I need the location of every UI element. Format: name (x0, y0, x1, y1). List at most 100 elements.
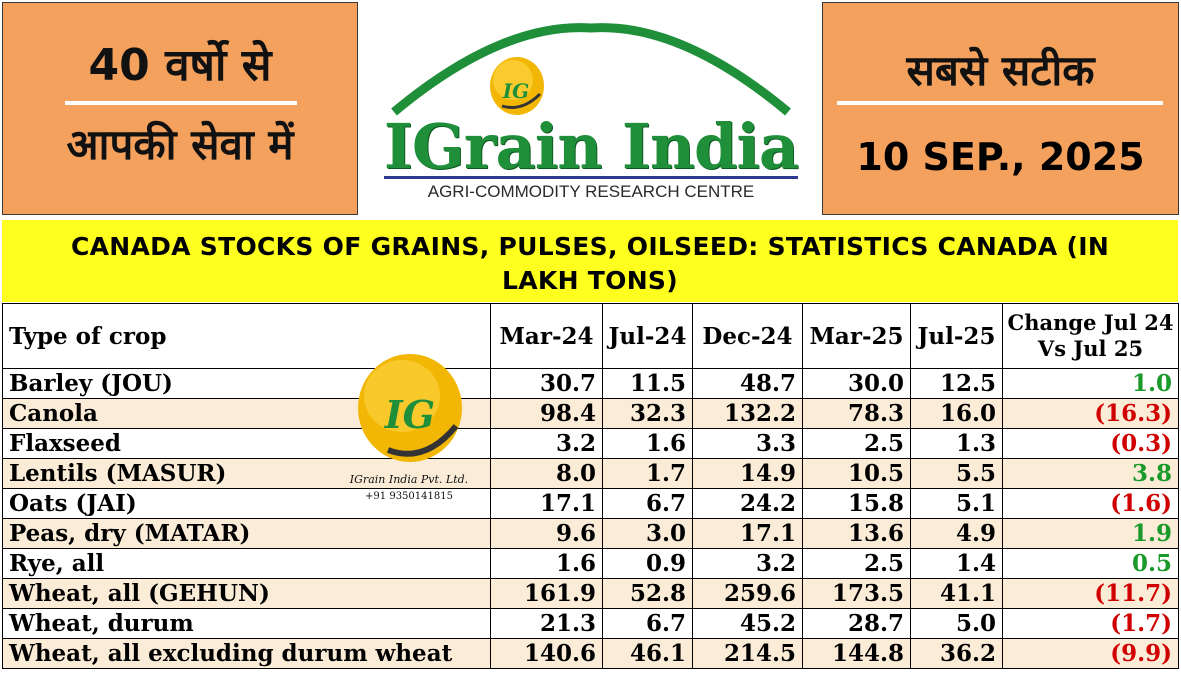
column-header-jul25: Jul-25 (910, 303, 1003, 369)
value-cell: 32.3 (602, 398, 693, 429)
value-cell: 161.9 (490, 578, 603, 609)
change-cell: 1.9 (1002, 518, 1179, 549)
crop-name-cell: Oats (JAI) (2, 488, 491, 519)
value-cell: 45.2 (692, 608, 803, 639)
table-row: Canola 98.4 32.3 132.2 78.3 16.0 (16.3) (2, 398, 1179, 429)
value-cell: 17.1 (490, 488, 603, 519)
brand-underline (384, 176, 798, 179)
grain-badge-icon: IG (490, 57, 544, 115)
value-cell: 3.2 (490, 428, 603, 459)
right-divider (837, 101, 1163, 105)
value-cell: 6.7 (602, 488, 693, 519)
value-cell: 9.6 (490, 518, 603, 549)
value-cell: 2.5 (802, 428, 911, 459)
change-cell: 3.8 (1002, 458, 1179, 489)
header-right-panel: सबसे सटीक 10 SEP., 2025 (822, 2, 1179, 215)
value-cell: 10.5 (802, 458, 911, 489)
change-cell: 0.5 (1002, 548, 1179, 579)
value-cell: 140.6 (490, 638, 603, 669)
value-cell: 12.5 (910, 368, 1003, 399)
value-cell: 52.8 (602, 578, 693, 609)
table-row: Wheat, durum 21.3 6.7 45.2 28.7 5.0 (1.7) (2, 608, 1179, 639)
logo-arc-icon: IG (391, 23, 791, 116)
table-row: Wheat, all excluding durum wheat 140.6 46.… (2, 638, 1179, 669)
service-tagline: आपकी सेवा में (66, 120, 294, 169)
value-cell: 30.7 (490, 368, 603, 399)
table-row: Lentils (MASUR) 8.0 1.7 14.9 10.5 5.5 3.8 (2, 458, 1179, 489)
crop-name-cell: Lentils (MASUR) (2, 458, 491, 489)
change-cell: (1.7) (1002, 608, 1179, 639)
value-cell: 5.5 (910, 458, 1003, 489)
report-title: CANADA STOCKS OF GRAINS, PULSES, OILSEED… (2, 220, 1178, 302)
value-cell: 1.6 (490, 548, 603, 579)
value-cell: 4.9 (910, 518, 1003, 549)
accuracy-tagline: सबसे सटीक (906, 46, 1095, 95)
logo-badge-text: IG (502, 79, 529, 103)
value-cell: 78.3 (802, 398, 911, 429)
watermark-phone: +91 9350141815 (365, 491, 453, 502)
value-cell: 1.4 (910, 548, 1003, 579)
table-header-row: Type of crop Mar-24 Jul-24 Dec-24 Mar-25… (2, 303, 1179, 369)
value-cell: 0.9 (602, 548, 693, 579)
change-cell: 1.0 (1002, 368, 1179, 399)
value-cell: 28.7 (802, 608, 911, 639)
report-date: 10 SEP., 2025 (856, 135, 1145, 179)
table-row: Oats (JAI) 17.1 6.7 24.2 15.8 5.1 (1.6) (2, 488, 1179, 519)
table-body: Barley (JOU) 30.7 11.5 48.7 30.0 12.5 1.0 Canol… (2, 368, 1179, 669)
value-cell: 5.1 (910, 488, 1003, 519)
value-cell: 2.5 (802, 548, 911, 579)
column-header-change: Change Jul 24 Vs Jul 25 (1002, 303, 1179, 369)
watermark-logo-icon: IG (358, 354, 462, 462)
value-cell: 1.3 (910, 428, 1003, 459)
value-cell: 13.6 (802, 518, 911, 549)
value-cell: 14.9 (692, 458, 803, 489)
value-cell: 1.6 (602, 428, 693, 459)
change-cell: (1.6) (1002, 488, 1179, 519)
value-cell: 15.8 (802, 488, 911, 519)
value-cell: 259.6 (692, 578, 803, 609)
experience-tagline: 40 वर्षो से (88, 40, 272, 91)
value-cell: 3.0 (602, 518, 693, 549)
brand-name: IGrain India (383, 110, 799, 183)
table-row: Peas, dry (MATAR) 9.6 3.0 17.1 13.6 4.9 1.9 (2, 518, 1179, 549)
left-divider (65, 101, 297, 105)
value-cell: 214.5 (692, 638, 803, 669)
brand-tagline: AGRI-COMMODITY RESEARCH CENTRE (427, 182, 755, 201)
value-cell: 21.3 (490, 608, 603, 639)
column-header-jul24: Jul-24 (602, 303, 693, 369)
crop-name-cell: Wheat, durum (2, 608, 491, 639)
change-cell: (16.3) (1002, 398, 1179, 429)
logo: IG IGrain India AGRI-COMMODITY RESEARCH … (362, 2, 820, 215)
watermark-company: IGrain India Pvt. Ltd. (349, 473, 469, 486)
value-cell: 46.1 (602, 638, 693, 669)
change-cell: (9.9) (1002, 638, 1179, 669)
stocks-table: Type of crop Mar-24 Jul-24 Dec-24 Mar-25… (2, 303, 1179, 669)
value-cell: 173.5 (802, 578, 911, 609)
value-cell: 98.4 (490, 398, 603, 429)
value-cell: 17.1 (692, 518, 803, 549)
header-left-panel: 40 वर्षो से आपकी सेवा में (2, 2, 358, 215)
value-cell: 144.8 (802, 638, 911, 669)
table-row: Wheat, all (GEHUN) 161.9 52.8 259.6 173.5 41.… (2, 578, 1179, 609)
column-header-mar25: Mar-25 (802, 303, 911, 369)
change-cell: (11.7) (1002, 578, 1179, 609)
value-cell: 16.0 (910, 398, 1003, 429)
crop-name-cell: Wheat, all excluding durum wheat (2, 638, 491, 669)
column-header-dec24: Dec-24 (692, 303, 803, 369)
value-cell: 3.3 (692, 428, 803, 459)
value-cell: 41.1 (910, 578, 1003, 609)
value-cell: 48.7 (692, 368, 803, 399)
change-cell: (0.3) (1002, 428, 1179, 459)
value-cell: 8.0 (490, 458, 603, 489)
value-cell: 1.7 (602, 458, 693, 489)
crop-name-cell: Wheat, all (GEHUN) (2, 578, 491, 609)
value-cell: 132.2 (692, 398, 803, 429)
table-row: Rye, all 1.6 0.9 3.2 2.5 1.4 0.5 (2, 548, 1179, 579)
crop-name-cell: Rye, all (2, 548, 491, 579)
value-cell: 6.7 (602, 608, 693, 639)
header-banner: 40 वर्षो से आपकी सेवा में IG IGrain Indi… (0, 0, 1181, 218)
watermark-badge-text: IG (384, 392, 435, 437)
table-row: Barley (JOU) 30.7 11.5 48.7 30.0 12.5 1.0 (2, 368, 1179, 399)
crop-name-cell: Peas, dry (MATAR) (2, 518, 491, 549)
value-cell: 11.5 (602, 368, 693, 399)
